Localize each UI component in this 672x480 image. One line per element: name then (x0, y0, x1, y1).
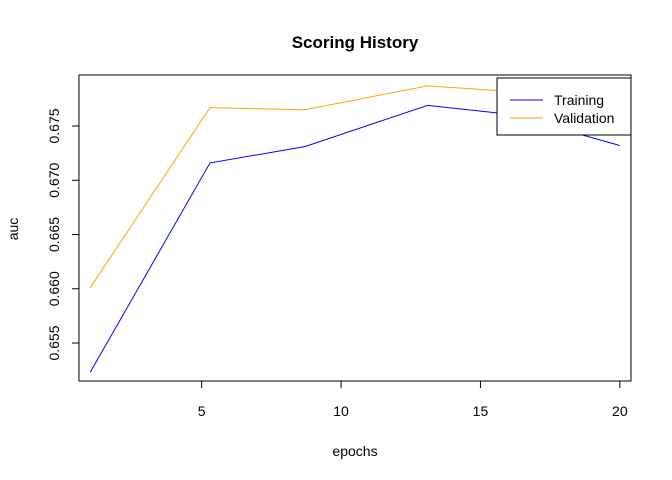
y-tick-label: 0.655 (46, 325, 62, 360)
y-axis: 0.655 0.660 0.665 0.670 0.675 (46, 108, 80, 361)
x-axis: 5 10 15 20 (198, 380, 628, 419)
y-tick-label: 0.665 (46, 217, 62, 252)
x-tick-label: 10 (333, 403, 349, 419)
legend: Training Validation (496, 77, 632, 136)
x-tick-label: 15 (473, 403, 489, 419)
series-line-training (89, 104, 620, 373)
y-axis-label: auc (5, 218, 21, 241)
legend-box (496, 77, 632, 136)
y-tick-label: 0.660 (46, 271, 62, 306)
x-tick-label: 5 (198, 403, 206, 419)
legend-label-training: Training (554, 92, 604, 108)
x-tick-label: 20 (612, 403, 628, 419)
y-tick-label: 0.675 (46, 108, 62, 143)
legend-label-validation: Validation (554, 110, 614, 126)
chart-title: Scoring History (292, 33, 419, 52)
x-axis-label: epochs (332, 443, 377, 459)
y-tick-label: 0.670 (46, 163, 62, 198)
